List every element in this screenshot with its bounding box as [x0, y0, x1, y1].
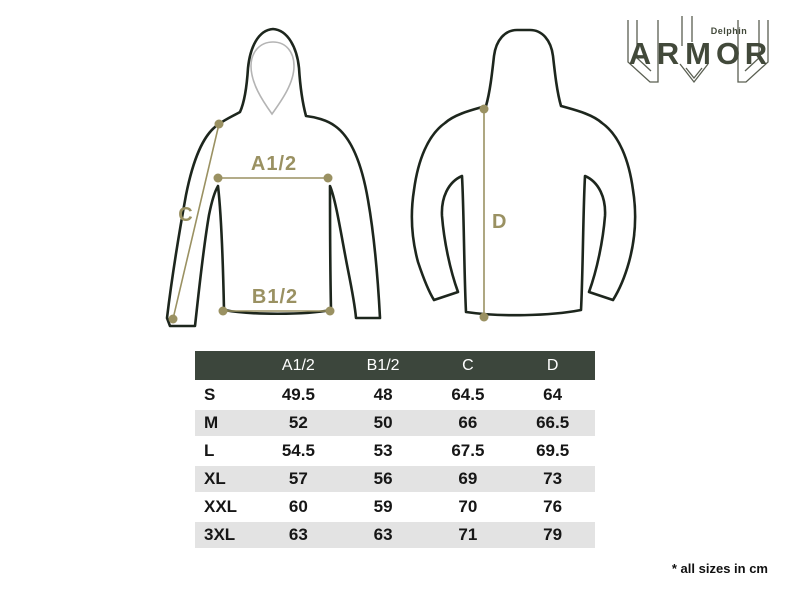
value-c: 64.5: [425, 382, 511, 408]
logo-badge-text: SG: [724, 51, 733, 57]
svg-text:O: O: [716, 36, 740, 71]
units-footnote: * all sizes in cm: [671, 561, 768, 576]
header-size-column: [195, 351, 256, 380]
value-a: 63: [256, 522, 341, 548]
svg-text:A: A: [629, 36, 651, 71]
value-b: 56: [340, 466, 426, 492]
size-table: A1/2 B1/2 C D S 49.5 48 64.5 64 M 52 50 …: [195, 349, 595, 550]
value-a: 52: [256, 410, 341, 436]
value-d: 73: [510, 466, 595, 492]
value-b: 63: [340, 522, 426, 548]
brand-logo: Delphin A R M O R SG: [616, 10, 780, 94]
svg-text:R: R: [657, 36, 679, 71]
value-a: 57: [256, 466, 341, 492]
value-c: 69: [425, 466, 511, 492]
measurement-b-half: B1/2: [218, 286, 335, 316]
label-d: D: [492, 211, 507, 233]
table-header-row: A1/2 B1/2 C D: [195, 351, 595, 380]
size-label: S: [195, 382, 256, 408]
logo-word: A R M O R SG: [629, 36, 767, 71]
value-a: 54.5: [256, 438, 341, 464]
measurement-d: D: [479, 104, 507, 322]
header-a-half: A1/2: [256, 351, 341, 380]
size-label: XL: [195, 466, 256, 492]
value-b: 59: [340, 494, 426, 520]
table-row: XL 57 56 69 73: [195, 466, 595, 492]
value-b: 53: [340, 438, 426, 464]
table-row: M 52 50 66 66.5: [195, 410, 595, 436]
size-label: M: [195, 410, 256, 436]
header-c: C: [425, 351, 511, 380]
table-row: S 49.5 48 64.5 64: [195, 382, 595, 408]
label-b-half: B1/2: [252, 286, 298, 308]
size-label: XXL: [195, 494, 256, 520]
value-d: 79: [510, 522, 595, 548]
header-b-half: B1/2: [340, 351, 426, 380]
value-c: 71: [425, 522, 511, 548]
label-a-half: A1/2: [251, 153, 297, 175]
value-d: 66.5: [510, 410, 595, 436]
size-label: 3XL: [195, 522, 256, 548]
value-b: 48: [340, 382, 426, 408]
value-c: 70: [425, 494, 511, 520]
value-a: 60: [256, 494, 341, 520]
svg-text:M: M: [685, 36, 711, 71]
measurement-a-half: A1/2: [213, 153, 333, 183]
value-a: 49.5: [256, 382, 341, 408]
table-row: 3XL 63 63 71 79: [195, 522, 595, 548]
size-label: L: [195, 438, 256, 464]
table-row: L 54.5 53 67.5 69.5: [195, 438, 595, 464]
value-d: 76: [510, 494, 595, 520]
value-d: 69.5: [510, 438, 595, 464]
hoodie-back-drawing: [410, 28, 637, 317]
svg-text:R: R: [745, 36, 767, 71]
header-d: D: [510, 351, 595, 380]
logo-brand-text: Delphin: [711, 26, 748, 36]
value-b: 50: [340, 410, 426, 436]
value-d: 64: [510, 382, 595, 408]
label-c: C: [178, 204, 193, 226]
measurement-c: C: [168, 119, 224, 324]
value-c: 67.5: [425, 438, 511, 464]
value-c: 66: [425, 410, 511, 436]
hood-opening-line: [250, 41, 295, 116]
table-row: XXL 60 59 70 76: [195, 494, 595, 520]
logo-backdrop-icon: [627, 16, 769, 84]
